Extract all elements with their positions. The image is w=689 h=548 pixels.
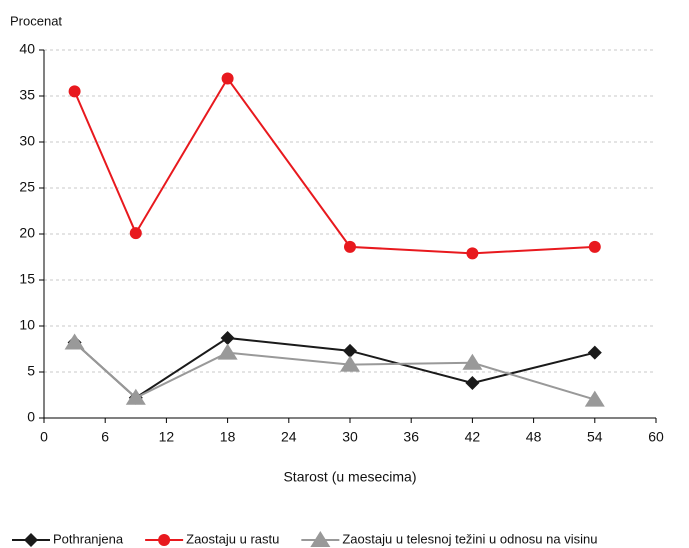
y-tick-label: 40 [19, 41, 35, 57]
legend-label: Zaostaju u telesnoj težini u odnosu na v… [342, 531, 597, 546]
marker [587, 345, 602, 360]
marker [125, 388, 146, 405]
legend-label: Pothranjena [53, 531, 124, 546]
marker [588, 240, 601, 253]
x-tick-label: 0 [40, 429, 48, 445]
x-tick-label: 36 [403, 429, 419, 445]
marker [584, 390, 605, 407]
y-tick-label: 35 [19, 87, 35, 103]
marker [340, 355, 360, 372]
y-tick-label: 25 [19, 179, 35, 195]
marker [220, 330, 235, 345]
x-tick-label: 42 [465, 429, 481, 445]
marker [68, 85, 81, 98]
marker [64, 333, 85, 350]
y-tick-label: 10 [19, 317, 35, 333]
x-axis-label: Starost (u mesecima) [283, 469, 416, 485]
legend-label: Zaostaju u rastu [186, 531, 279, 546]
legend-marker [310, 531, 331, 547]
x-tick-label: 48 [526, 429, 542, 445]
series-line [73, 76, 595, 255]
marker [466, 247, 479, 260]
y-axis-label: Procenat [10, 13, 62, 28]
marker [462, 353, 483, 370]
x-tick-label: 6 [101, 429, 109, 445]
x-tick-label: 24 [281, 429, 297, 445]
x-tick-label: 30 [342, 429, 358, 445]
y-tick-label: 30 [19, 133, 35, 149]
y-tick-label: 15 [19, 271, 35, 287]
marker [217, 343, 238, 360]
marker [465, 376, 480, 391]
y-tick-label: 5 [27, 363, 35, 379]
marker [221, 72, 234, 85]
legend-marker [24, 533, 38, 547]
series-line [73, 341, 596, 401]
x-tick-label: 18 [220, 429, 236, 445]
x-tick-label: 60 [648, 429, 664, 445]
marker [129, 227, 142, 240]
y-tick-label: 20 [19, 225, 35, 241]
marker [344, 240, 356, 253]
x-tick-label: 12 [159, 429, 175, 445]
legend-marker [158, 534, 171, 546]
marker [343, 343, 357, 358]
x-tick-label: 54 [587, 429, 603, 445]
y-tick-label: 0 [27, 409, 35, 425]
